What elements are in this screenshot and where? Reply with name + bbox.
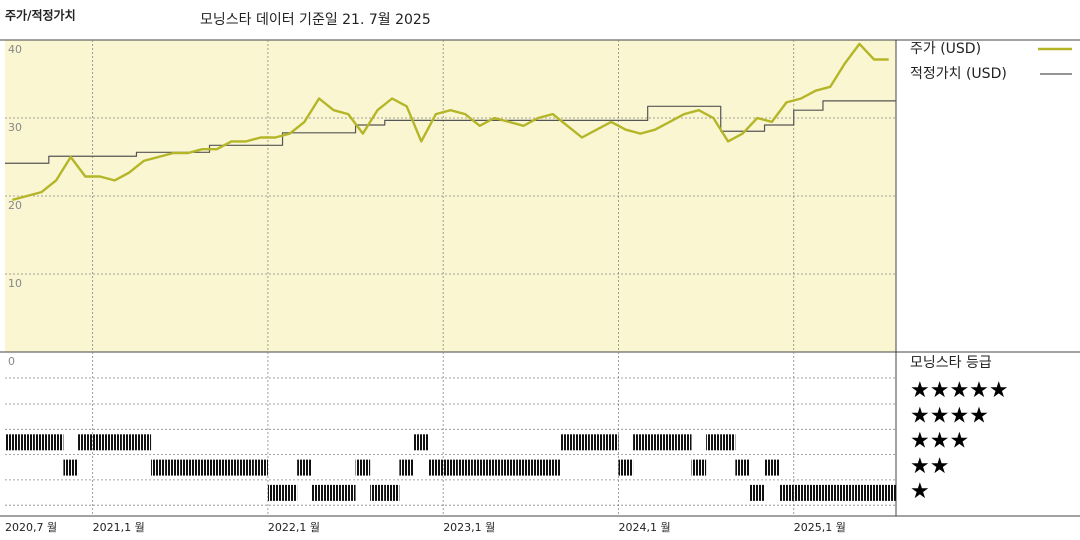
rating-level-label: ★★★★ — [910, 403, 989, 428]
rating-bar — [19, 434, 35, 451]
rating-bar — [676, 434, 692, 451]
rating-bar — [48, 434, 64, 451]
rating-bar — [194, 459, 210, 476]
x-tick-label: 2024,1 월 — [618, 521, 670, 534]
rating-bar — [121, 434, 137, 451]
y-tick-label: 0 — [8, 355, 15, 368]
rating-bar — [589, 434, 604, 451]
rating-bar — [881, 484, 896, 501]
rating-bar — [545, 459, 561, 476]
y-tick-label: 10 — [8, 277, 22, 290]
rating-bar — [297, 459, 312, 476]
rating-bar — [852, 484, 867, 501]
rating-bar — [253, 459, 268, 476]
rating-bar — [78, 434, 93, 451]
rating-bar — [808, 484, 823, 501]
legend-label: 주가 (USD) — [910, 41, 981, 57]
rating-bar — [5, 434, 20, 451]
rating-bar — [574, 434, 590, 451]
rating-level-label: ★★ — [910, 454, 949, 479]
rating-bar — [720, 434, 736, 451]
rating-bar — [224, 459, 239, 476]
rating-bar — [413, 434, 429, 451]
rating-bar — [355, 459, 371, 476]
rating-level-label: ★★★★★ — [910, 378, 1009, 403]
rating-bar — [779, 484, 794, 501]
x-tick-label: 2023,1 월 — [443, 521, 495, 534]
rating-bar — [822, 484, 838, 501]
rating-bar — [633, 434, 648, 451]
rating-bar — [487, 459, 502, 476]
rating-level-label: ★ — [910, 479, 930, 504]
rating-bar — [866, 484, 882, 501]
rating-bar — [603, 434, 619, 451]
rating-bar — [311, 484, 327, 501]
rating-bar — [837, 484, 853, 501]
y-tick-label: 40 — [8, 43, 22, 56]
rating-bar — [34, 434, 49, 451]
series-line — [11, 42, 889, 202]
legend-label: 적정가치 (USD) — [910, 66, 1007, 82]
y-tick-label: 20 — [8, 199, 22, 212]
rating-bar — [92, 434, 108, 451]
rating-bar — [560, 434, 575, 451]
x-tick-label: 2025,1 월 — [794, 521, 846, 534]
rating-bar — [151, 459, 166, 476]
rating-bar — [267, 484, 283, 501]
rating-bar — [370, 484, 385, 501]
rating-bar — [749, 484, 765, 501]
x-tick-label: 2022,1 월 — [268, 521, 320, 534]
rating-bar — [282, 484, 298, 501]
rating-bar — [706, 434, 721, 451]
rating-bar — [443, 459, 458, 476]
rating-bar — [764, 459, 780, 476]
rating-bar — [662, 434, 677, 451]
rating-bar — [428, 459, 444, 476]
rating-bar — [340, 484, 356, 501]
x-tick-label: 2021,1 월 — [93, 521, 145, 534]
rating-bar — [209, 459, 225, 476]
rating-bar — [180, 459, 195, 476]
rating-bar — [107, 434, 122, 451]
rating-bar — [63, 459, 79, 476]
rating-bar — [136, 434, 152, 451]
x-tick-label: 2020,7 월 — [5, 521, 57, 534]
rating-bar — [793, 484, 809, 501]
rating-bar — [647, 434, 663, 451]
rating-bar — [384, 484, 400, 501]
rating-bar — [457, 459, 473, 476]
rating-bar — [326, 484, 341, 501]
y-tick-label: 30 — [8, 121, 22, 134]
rating-bar — [238, 459, 254, 476]
rating-bar — [618, 459, 634, 476]
chart-subtitle: 모닝스타 데이터 기준일 21. 7월 2025 — [200, 12, 431, 28]
chart-title: 주가/적정가치 — [5, 8, 76, 23]
rating-bar — [399, 459, 414, 476]
rating-level-label: ★★★ — [910, 429, 969, 454]
rating-bar — [472, 459, 488, 476]
rating-bar — [165, 459, 181, 476]
rating-bar — [691, 459, 707, 476]
rating-bar — [501, 459, 517, 476]
ratings-title: 모닝스타 등급 — [910, 355, 992, 371]
series-line — [5, 100, 896, 164]
rating-bar — [516, 459, 531, 476]
rating-bar — [530, 459, 546, 476]
rating-bar — [735, 459, 750, 476]
